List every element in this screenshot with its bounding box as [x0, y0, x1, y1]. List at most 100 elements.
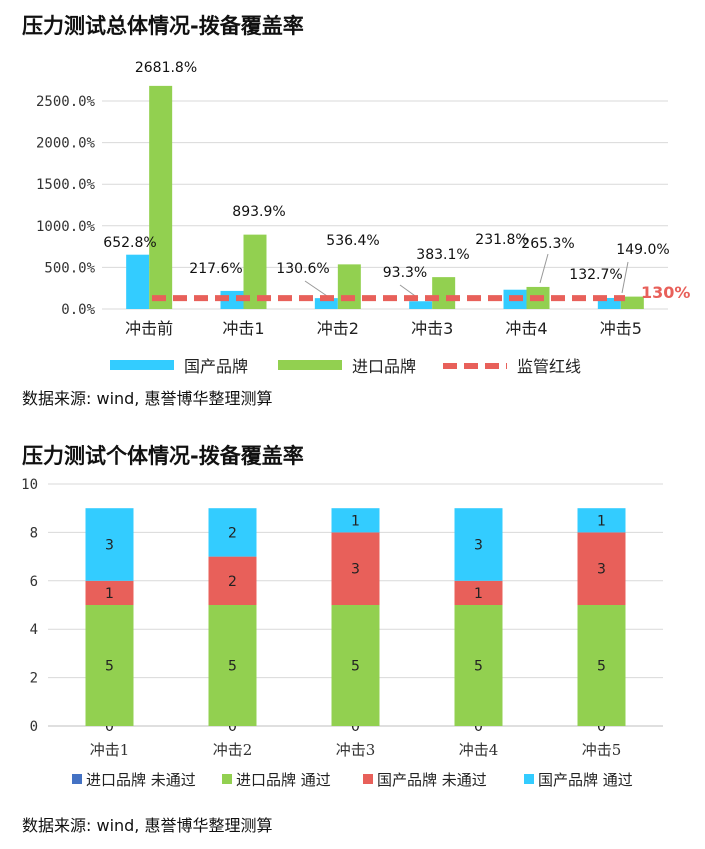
segment-label: 3	[105, 538, 114, 554]
y-tick-label: 10	[21, 477, 38, 493]
segment-label: 0	[474, 719, 483, 735]
legend-entry: 进口品牌	[352, 357, 416, 376]
chart2-source: 数据来源: wind, 惠誉博华整理测算	[22, 816, 273, 835]
stack-segment	[331, 508, 380, 533]
data-label-domestic: 132.7%	[569, 267, 622, 283]
stack-segment	[454, 605, 503, 726]
stack-segment	[85, 508, 134, 581]
x-tick-label: 冲击4	[459, 741, 499, 759]
segment-label: 1	[597, 513, 606, 529]
bar-imported	[620, 296, 644, 309]
legend-entry: 监管红线	[517, 357, 581, 376]
data-label-domestic: 217.6%	[189, 261, 242, 277]
legend-swatch	[524, 774, 534, 784]
x-tick-label: 冲击前	[125, 319, 173, 338]
chart2-title: 压力测试个体情况-拨备覆盖率	[22, 444, 304, 468]
legend-entry: 进口品牌 通过	[236, 771, 331, 789]
x-tick-label: 冲击3	[336, 741, 376, 759]
y-tick-label: 1500.0%	[36, 177, 96, 193]
y-tick-label: 2500.0%	[36, 94, 96, 110]
leader-line	[621, 261, 629, 294]
bar-imported	[149, 85, 173, 309]
x-tick-label: 冲击3	[411, 319, 453, 338]
segment-label: 3	[474, 538, 483, 554]
bar-domestic	[409, 301, 433, 309]
y-tick-label: 2000.0%	[36, 136, 96, 152]
segment-label: 5	[351, 659, 360, 675]
legend-swatch	[72, 774, 82, 784]
red-line-label: 130%	[641, 283, 690, 302]
y-tick-label: 1000.0%	[36, 219, 96, 235]
stack-segment	[208, 508, 257, 557]
segment-label: 3	[351, 562, 360, 578]
data-label-imported: 2681.8%	[135, 60, 197, 76]
legend-swatch	[363, 774, 373, 784]
overall-coverage-chart: 0.0% 500.0% 1000.0% 1500.0% 2000.0% 2500.0% 冲击…	[36, 60, 690, 376]
segment-label: 0	[228, 719, 237, 735]
data-label-imported: 383.1%	[416, 247, 469, 263]
segment-label: 0	[597, 719, 606, 735]
bar-domestic	[126, 254, 150, 309]
x-tick-label: 冲击5	[582, 741, 622, 759]
stack-segment	[208, 556, 257, 605]
bar-domestic	[314, 298, 338, 309]
data-label-imported: 265.3%	[521, 236, 574, 252]
chart1-source: 数据来源: wind, 惠誉博华整理测算	[22, 389, 273, 408]
segment-label: 5	[228, 659, 237, 675]
bar-domestic	[597, 297, 621, 309]
stack-segment	[577, 532, 626, 605]
segment-label: 2	[228, 574, 237, 590]
data-label-domestic: 652.8%	[103, 235, 156, 251]
bar-imported	[243, 234, 267, 309]
stack-segment	[331, 532, 380, 605]
stack-segment	[85, 605, 134, 726]
legend-swatch	[110, 360, 174, 370]
data-label-imported: 149.0%	[616, 242, 669, 258]
y-tick-label: 6	[30, 574, 38, 590]
data-label-domestic: 93.3%	[383, 265, 427, 281]
segment-label: 5	[597, 659, 606, 675]
x-tick-label: 冲击2	[213, 741, 253, 759]
leader-line	[304, 280, 331, 299]
segment-label: 5	[105, 659, 114, 675]
stack-segment	[331, 605, 380, 726]
segment-label: 0	[105, 719, 114, 735]
x-tick-label: 冲击5	[600, 319, 642, 338]
segment-label: 3	[597, 562, 606, 578]
x-tick-label: 冲击2	[317, 319, 359, 338]
stack-segment	[454, 508, 503, 581]
y-tick-label: 4	[30, 622, 38, 638]
legend-entry: 国产品牌 未通过	[377, 771, 487, 789]
segment-label: 1	[105, 586, 114, 602]
y-tick-label: 0.0%	[61, 302, 95, 318]
stack-segment	[454, 580, 503, 605]
segment-label: 5	[474, 659, 483, 675]
chart1-title: 压力测试总体情况-拨备覆盖率	[22, 14, 304, 38]
x-tick-label: 冲击1	[90, 741, 130, 759]
segment-label: 0	[351, 719, 360, 735]
legend-swatch	[278, 360, 342, 370]
stack-segment	[577, 508, 626, 533]
segment-label: 1	[351, 513, 360, 529]
leader-line	[539, 253, 549, 284]
x-tick-label: 冲击4	[505, 319, 547, 338]
y-tick-label: 8	[30, 525, 38, 541]
y-tick-label: 0	[30, 719, 38, 735]
segment-label: 2	[228, 525, 237, 541]
legend-entry: 进口品牌 未通过	[86, 771, 196, 789]
legend-swatch	[222, 774, 232, 784]
stack-segment	[208, 605, 257, 726]
y-tick-label: 500.0%	[44, 260, 95, 276]
data-label-domestic: 130.6%	[276, 261, 329, 277]
y-tick-label: 2	[30, 671, 38, 687]
data-label-domestic: 231.8%	[475, 232, 528, 248]
segment-label: 1	[474, 586, 483, 602]
legend-entry: 国产品牌	[184, 357, 248, 376]
legend-entry: 国产品牌 通过	[538, 771, 633, 789]
data-label-imported: 536.4%	[326, 233, 379, 249]
data-label-imported: 893.9%	[232, 204, 285, 220]
stack-segment	[85, 580, 134, 605]
stack-segment	[577, 605, 626, 726]
x-tick-label: 冲击1	[222, 319, 264, 338]
